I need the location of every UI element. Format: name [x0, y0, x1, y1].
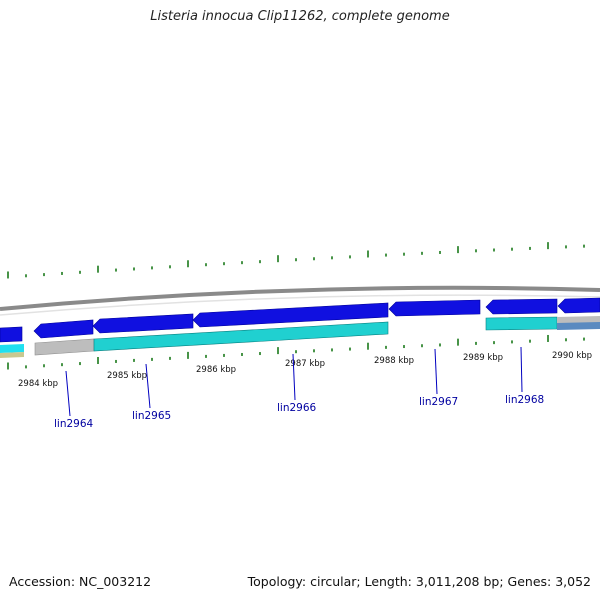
- gene-label-lin2964[interactable]: lin2964: [54, 418, 94, 430]
- backbone-ring-inner: [0, 294, 600, 316]
- gene-label-lin2965[interactable]: lin2965: [132, 410, 171, 422]
- map-title: Listeria innocua Clip11262, complete gen…: [150, 9, 450, 24]
- cds-feature[interactable]: [92, 313, 194, 334]
- grey-feature[interactable]: [557, 316, 600, 324]
- feature-track: [0, 316, 600, 358]
- kbp-label: 2986 kbp: [196, 365, 236, 375]
- kbp-label: 2990 kbp: [552, 351, 592, 361]
- gene-leader-line: [145, 363, 151, 409]
- gene-leader-line: [65, 370, 71, 417]
- topology-text: Topology: circular; Length: 3,011,208 bp…: [247, 574, 591, 589]
- gene-labels: lin2964 lin2965 lin2966 lin2967 lin2968: [54, 394, 544, 430]
- cds-feature[interactable]: [192, 302, 389, 328]
- gene-leader-line: [434, 348, 438, 395]
- gene-leader-line: [520, 346, 523, 393]
- cds-feature[interactable]: [388, 299, 481, 317]
- feature-band[interactable]: [485, 316, 558, 331]
- grey-feature[interactable]: [34, 338, 95, 356]
- kbp-label: 2989 kbp: [463, 353, 503, 363]
- feature-band[interactable]: [0, 344, 24, 353]
- backbone-ring: [0, 285, 600, 311]
- feature-band[interactable]: [93, 321, 389, 352]
- cds-feature[interactable]: [33, 319, 94, 339]
- cds-feature[interactable]: [557, 297, 600, 314]
- gene-leader-line: [292, 353, 296, 401]
- accession-text: Accession: NC_003212: [9, 574, 152, 589]
- kbp-label: 2988 kbp: [374, 356, 414, 366]
- outer-tick-track: [7, 242, 585, 279]
- gene-label-lin2967[interactable]: lin2967: [419, 396, 458, 408]
- gene-leader-lines: [65, 346, 523, 417]
- kbp-label: 2984 kbp: [18, 379, 58, 389]
- kbp-label: 2987 kbp: [285, 359, 325, 369]
- feature-band[interactable]: [0, 352, 24, 358]
- cds-track: [0, 297, 600, 343]
- gene-label-lin2968[interactable]: lin2968: [505, 394, 544, 406]
- cds-feature[interactable]: [0, 326, 23, 343]
- gene-label-lin2966[interactable]: lin2966: [277, 402, 317, 414]
- kbp-label-group: 2984 kbp 2985 kbp 2986 kbp 2987 kbp 2988…: [18, 351, 592, 389]
- kbp-label: 2985 kbp: [107, 371, 147, 381]
- cds-feature[interactable]: [485, 298, 558, 315]
- scale-tick-track: [7, 334, 585, 370]
- feature-band[interactable]: [557, 322, 600, 330]
